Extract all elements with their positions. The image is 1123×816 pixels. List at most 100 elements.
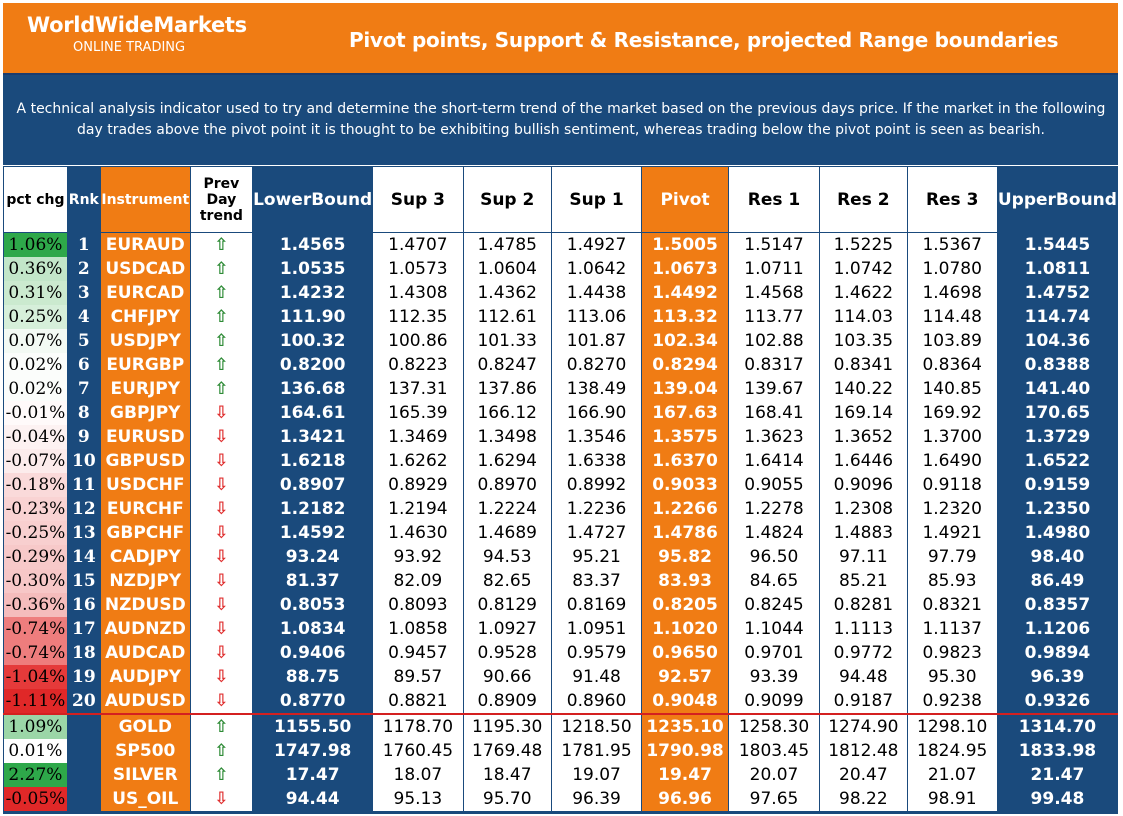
sup2-cell: 1.0604 — [462, 257, 552, 281]
sup1-cell: 1.0951 — [550, 617, 643, 641]
pivot-cell: 1.0673 — [641, 257, 729, 281]
res3-cell: 85.93 — [906, 569, 998, 593]
table-row[interactable]: 0.36% 2 USDCAD ⇧ 1.0535 1.0573 1.0604 1.0642 1.0… — [3, 257, 1119, 281]
lowerbound-cell: 164.61 — [252, 401, 374, 425]
pivot-cell: 0.9048 — [641, 689, 729, 715]
table-row[interactable]: 0.07% 5 USDJPY ⇧ 100.32 100.86 101.33 101.87 102… — [3, 329, 1119, 353]
res2-cell: 169.14 — [819, 401, 908, 425]
col-header-sup3[interactable]: Sup 3 — [372, 166, 464, 233]
lowerbound-cell: 0.9406 — [252, 641, 374, 665]
res3-cell: 0.9118 — [906, 473, 998, 497]
table-row[interactable]: 2.27% SILVER ⇧ 17.47 18.07 18.47 19.07 19.47 20.… — [3, 763, 1119, 787]
res2-cell: 1.4883 — [819, 521, 908, 545]
sup1-cell: 1.4438 — [550, 281, 643, 305]
sup3-cell: 165.39 — [372, 401, 464, 425]
rank-cell: 6 — [66, 353, 101, 377]
pivot-cell: 83.93 — [641, 569, 729, 593]
table-row[interactable]: -0.74% 17 AUDNZD ⇩ 1.0834 1.0858 1.0927 1.0951 1… — [3, 617, 1119, 641]
table-row[interactable]: 0.01% SP500 ⇧ 1747.98 1760.45 1769.48 1781.95 1… — [3, 739, 1119, 763]
sup1-cell: 96.39 — [550, 787, 643, 811]
res2-cell: 140.22 — [819, 377, 908, 401]
res2-cell: 0.8281 — [819, 593, 908, 617]
sup2-cell: 0.8909 — [462, 689, 552, 715]
sup1-cell: 0.8960 — [550, 689, 643, 715]
pct-change-cell: 0.25% — [3, 305, 68, 329]
col-header-pivot[interactable]: Pivot — [641, 166, 729, 233]
trend-cell: ⇧ — [189, 232, 254, 257]
res2-cell: 94.48 — [819, 665, 908, 689]
table-body: 1.06% 1 EURAUD ⇧ 1.4565 1.4707 1.4785 1.4927 1.5… — [3, 232, 1119, 811]
table-row[interactable]: -0.74% 18 AUDCAD ⇩ 0.9406 0.9457 0.9528 0.9579 0… — [3, 641, 1119, 665]
lowerbound-cell: 94.44 — [252, 787, 374, 811]
pct-change-cell: 0.02% — [3, 377, 68, 401]
table-row[interactable]: -0.23% 12 EURCHF ⇩ 1.2182 1.2194 1.2224 1.2236 1… — [3, 497, 1119, 521]
table-row[interactable]: -0.36% 16 NZDUSD ⇩ 0.8053 0.8093 0.8129 0.8169 0… — [3, 593, 1119, 617]
col-header-lowerbound[interactable]: LowerBound — [252, 166, 374, 233]
pivot-cell: 1.2266 — [641, 497, 729, 521]
trend-cell: ⇩ — [189, 497, 254, 521]
table-row[interactable]: 1.06% 1 EURAUD ⇧ 1.4565 1.4707 1.4785 1.4927 1.5… — [3, 232, 1119, 257]
pct-change-cell: 0.02% — [3, 353, 68, 377]
sup2-cell: 101.33 — [462, 329, 552, 353]
res1-cell: 0.8317 — [727, 353, 821, 377]
table-row[interactable]: -0.01% 8 GBPJPY ⇩ 164.61 165.39 166.12 166.90 16… — [3, 401, 1119, 425]
trend-cell: ⇩ — [189, 689, 254, 715]
col-header-sup2[interactable]: Sup 2 — [462, 166, 552, 233]
lowerbound-cell: 93.24 — [252, 545, 374, 569]
instrument-cell: USDCAD — [99, 257, 191, 281]
table-row[interactable]: -0.25% 13 GBPCHF ⇩ 1.4592 1.4630 1.4689 1.4727 1… — [3, 521, 1119, 545]
down-arrow-icon: ⇩ — [214, 571, 229, 591]
table-row[interactable]: -0.04% 9 EURUSD ⇩ 1.3421 1.3469 1.3498 1.3546 1.… — [3, 425, 1119, 449]
res2-cell: 98.22 — [819, 787, 908, 811]
table-row[interactable]: -0.05% US_OIL ⇩ 94.44 95.13 95.70 96.39 96.96 97… — [3, 787, 1119, 811]
lowerbound-cell: 100.32 — [252, 329, 374, 353]
rank-cell — [66, 714, 101, 739]
pivot-cell: 0.9650 — [641, 641, 729, 665]
upperbound-cell: 1314.70 — [996, 714, 1119, 739]
col-header-upperbound[interactable]: UpperBound — [996, 166, 1119, 233]
table-row[interactable]: 0.02% 7 EURJPY ⇧ 136.68 137.31 137.86 138.49 139… — [3, 377, 1119, 401]
table-row[interactable]: -0.18% 11 USDCHF ⇩ 0.8907 0.8929 0.8970 0.8992 0… — [3, 473, 1119, 497]
table-row[interactable]: 0.25% 4 CHFJPY ⇧ 111.90 112.35 112.61 113.06 113… — [3, 305, 1119, 329]
pivot-cell: 1.6370 — [641, 449, 729, 473]
lowerbound-cell: 111.90 — [252, 305, 374, 329]
sup3-cell: 0.8223 — [372, 353, 464, 377]
col-header-res2[interactable]: Res 2 — [819, 166, 908, 233]
table-row[interactable]: -0.30% 15 NZDJPY ⇩ 81.37 82.09 82.65 83.37 83.93… — [3, 569, 1119, 593]
col-header-sup1[interactable]: Sup 1 — [550, 166, 643, 233]
down-arrow-icon: ⇩ — [214, 643, 229, 663]
trend-cell: ⇧ — [189, 305, 254, 329]
up-arrow-icon: ⇧ — [214, 331, 229, 351]
sup2-cell: 95.70 — [462, 787, 552, 811]
table-row[interactable]: -0.07% 10 GBPUSD ⇩ 1.6218 1.6262 1.6294 1.6338 1… — [3, 449, 1119, 473]
page-title: Pivot points, Support & Resistance, proj… — [349, 28, 1059, 52]
lowerbound-cell: 1.2182 — [252, 497, 374, 521]
rank-cell: 13 — [66, 521, 101, 545]
down-arrow-icon: ⇩ — [214, 619, 229, 639]
table-row[interactable]: 1.09% GOLD ⇧ 1155.50 1178.70 1195.30 1218.50 12… — [3, 714, 1119, 739]
col-header-trend[interactable]: Prev Day trend — [189, 166, 254, 233]
sup2-cell: 1.2224 — [462, 497, 552, 521]
down-arrow-icon: ⇩ — [214, 451, 229, 471]
col-header-res3[interactable]: Res 3 — [906, 166, 998, 233]
table-row[interactable]: 0.31% 3 EURCAD ⇧ 1.4232 1.4308 1.4362 1.4438 1.4… — [3, 281, 1119, 305]
upperbound-cell: 1.2350 — [996, 497, 1119, 521]
col-header-instrument[interactable]: Instrument — [99, 166, 191, 233]
col-header-rank[interactable]: Rnk — [66, 166, 101, 233]
down-arrow-icon: ⇩ — [214, 595, 229, 615]
upperbound-cell: 114.74 — [996, 305, 1119, 329]
res3-cell: 95.30 — [906, 665, 998, 689]
sup2-cell: 137.86 — [462, 377, 552, 401]
sup1-cell: 1.3546 — [550, 425, 643, 449]
up-arrow-icon: ⇧ — [214, 741, 229, 761]
down-arrow-icon: ⇩ — [214, 547, 229, 567]
sup3-cell: 137.31 — [372, 377, 464, 401]
res1-cell: 139.67 — [727, 377, 821, 401]
table-row[interactable]: -1.11% 20 AUDUSD ⇩ 0.8770 0.8821 0.8909 0.8960 0… — [3, 689, 1119, 715]
table-row[interactable]: 0.02% 6 EURGBP ⇧ 0.8200 0.8223 0.8247 0.8270 0.8… — [3, 353, 1119, 377]
table-row[interactable]: -0.29% 14 CADJPY ⇩ 93.24 93.92 94.53 95.21 95.82… — [3, 545, 1119, 569]
col-header-res1[interactable]: Res 1 — [727, 166, 821, 233]
up-arrow-icon: ⇧ — [214, 235, 229, 255]
table-row[interactable]: -1.04% 19 AUDJPY ⇩ 88.75 89.57 90.66 91.48 92.57… — [3, 665, 1119, 689]
col-header-pct[interactable]: pct chg — [3, 166, 68, 233]
